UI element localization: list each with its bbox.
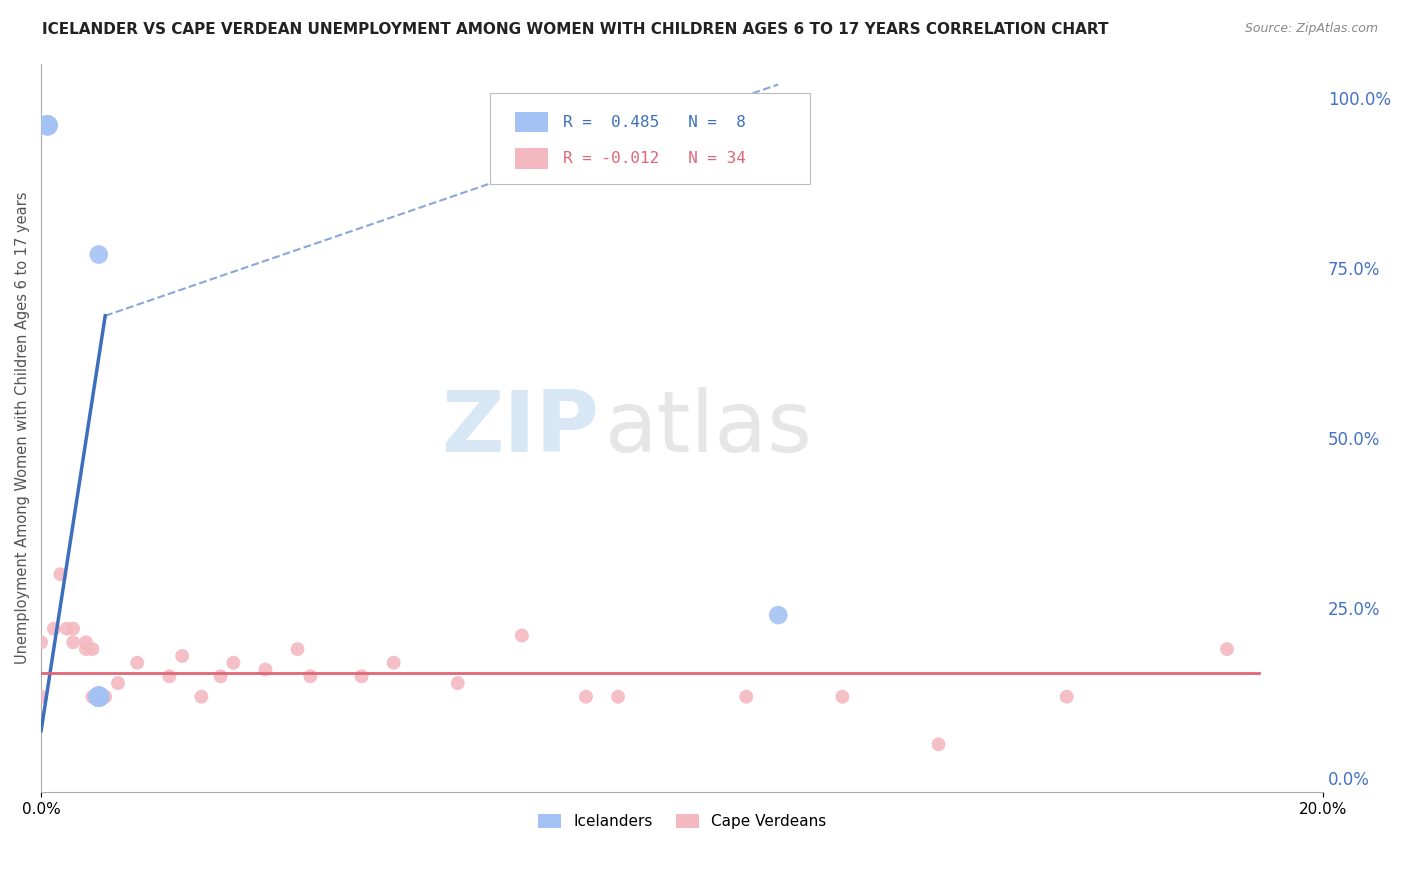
Point <box>209 669 232 683</box>
Point <box>55 622 77 636</box>
Point <box>510 628 533 642</box>
Point <box>82 642 104 657</box>
Point <box>87 690 110 704</box>
Bar <box>516 148 547 169</box>
Point <box>42 622 65 636</box>
Point <box>107 676 129 690</box>
Text: ICELANDER VS CAPE VERDEAN UNEMPLOYMENT AMONG WOMEN WITH CHILDREN AGES 6 TO 17 YE: ICELANDER VS CAPE VERDEAN UNEMPLOYMENT A… <box>42 22 1109 37</box>
Legend: Icelanders, Cape Verdeans: Icelanders, Cape Verdeans <box>531 808 832 835</box>
Point <box>172 648 194 663</box>
Point <box>831 690 853 704</box>
Point <box>299 669 322 683</box>
Point <box>75 635 97 649</box>
Point <box>607 690 630 704</box>
Point <box>87 690 110 704</box>
Text: R = -0.012   N = 34: R = -0.012 N = 34 <box>562 151 745 166</box>
Point <box>87 247 110 261</box>
Point <box>190 690 212 704</box>
Point <box>75 642 97 657</box>
Point <box>382 656 405 670</box>
Point <box>87 690 110 704</box>
Point <box>49 567 72 582</box>
Point <box>222 656 245 670</box>
Text: Source: ZipAtlas.com: Source: ZipAtlas.com <box>1244 22 1378 36</box>
Y-axis label: Unemployment Among Women with Children Ages 6 to 17 years: Unemployment Among Women with Children A… <box>15 192 30 665</box>
Text: R =  0.485   N =  8: R = 0.485 N = 8 <box>562 115 745 130</box>
Bar <box>516 112 547 133</box>
Point <box>37 118 59 132</box>
Point <box>82 690 104 704</box>
Point <box>127 656 149 670</box>
Point <box>1056 690 1078 704</box>
Point <box>30 690 52 704</box>
Point <box>287 642 309 657</box>
FancyBboxPatch shape <box>489 93 810 184</box>
Point <box>62 622 84 636</box>
Point <box>1216 642 1239 657</box>
Point <box>254 663 277 677</box>
Point <box>30 635 52 649</box>
Point <box>87 690 110 704</box>
Text: ZIP: ZIP <box>441 386 599 469</box>
Point <box>350 669 373 683</box>
Point <box>447 676 470 690</box>
Point <box>928 737 950 751</box>
Point <box>768 608 790 623</box>
Point <box>157 669 180 683</box>
Point <box>87 690 110 704</box>
Point <box>735 690 758 704</box>
Text: atlas: atlas <box>605 386 813 469</box>
Point <box>575 690 598 704</box>
Point <box>94 690 117 704</box>
Point <box>62 635 84 649</box>
Point <box>37 118 59 132</box>
